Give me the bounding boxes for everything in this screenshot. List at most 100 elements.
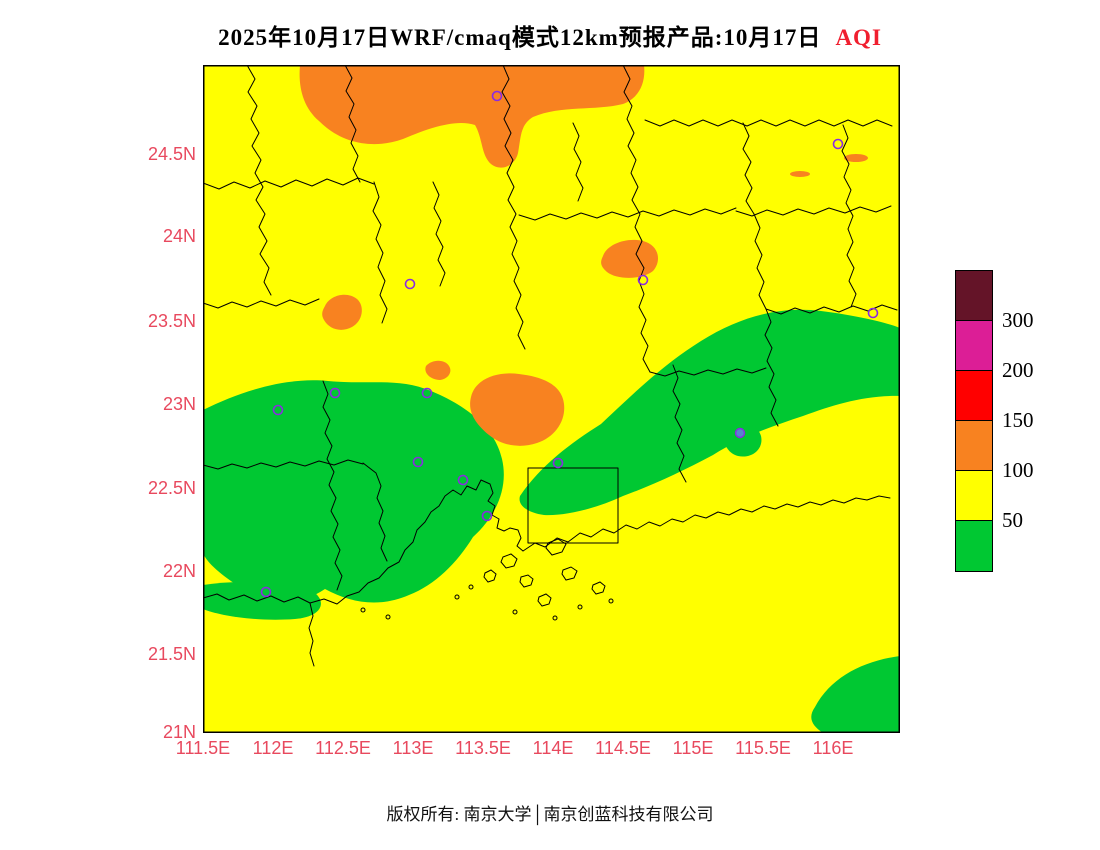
boundary-line: [501, 64, 526, 350]
boundary-line: [372, 181, 388, 324]
islet: [385, 614, 391, 620]
y-tick-label: 24.5N: [147, 144, 196, 164]
islet: [577, 604, 583, 610]
boundary-line: [622, 64, 645, 282]
y-tick-label: 23N: [162, 394, 196, 414]
orange-sliver-east-2: [790, 171, 810, 177]
orange-region-west-spot: [322, 294, 362, 330]
y-tick-label: 21.5N: [147, 644, 196, 664]
islet: [454, 594, 460, 600]
boundary-line: [672, 364, 687, 483]
map-canvas: [202, 64, 900, 733]
boundary-line: [638, 280, 651, 373]
boundary-line: [202, 298, 320, 309]
green-region-east-band: [519, 309, 900, 516]
station-markers: [260, 90, 879, 598]
aqi-orange-regions: [299, 65, 868, 446]
boundary-line: [742, 122, 755, 215]
page-title: 2025年10月17日WRF/cmaq模式12km预报产品:10月17日 AQI: [0, 18, 1100, 52]
boundary-line: [572, 122, 584, 202]
colorbar-segment-yellow: [956, 471, 992, 521]
green-region-small-patch: [723, 423, 762, 457]
boundary-line: [846, 228, 857, 308]
colorbar-label: 150: [1002, 408, 1034, 432]
island: [500, 553, 518, 569]
boundary-line: [644, 119, 893, 127]
sea-boundary-line: [308, 602, 315, 667]
aqi-map: [202, 64, 900, 733]
y-tick-label: 22N: [162, 561, 196, 581]
boundary-line: [432, 181, 446, 287]
orange-region-north: [299, 65, 645, 168]
x-tick-label: 112.5E: [315, 738, 371, 758]
coastline-east: [522, 495, 891, 552]
islet: [608, 598, 614, 604]
footer-copyright: 版权所有: 南京大学│南京创蓝科技有限公司: [386, 805, 714, 824]
admin-boundaries: [202, 64, 898, 667]
islet: [468, 584, 474, 590]
station-marker: [404, 278, 416, 290]
colorbar-segment-maroon: [956, 271, 992, 321]
boundary-line: [246, 64, 272, 296]
boundary-line: [362, 462, 388, 562]
boundary-line: [841, 124, 854, 230]
y-tick-label: 21N: [162, 722, 196, 742]
island: [591, 581, 606, 595]
x-tick-label: 115.5E: [735, 738, 791, 758]
boundary-line: [202, 177, 375, 190]
station-marker: [481, 510, 493, 522]
station-marker: [491, 90, 503, 102]
boundary-line: [649, 367, 767, 377]
station-marker: [734, 427, 746, 439]
green-region-southwest: [203, 380, 504, 603]
x-tick-label: 114.5E: [595, 738, 651, 758]
orange-region-tiny-spot: [425, 360, 451, 380]
boundary-line: [344, 64, 361, 183]
aqi-green-regions: [203, 309, 900, 733]
boundary-line: [202, 459, 364, 470]
station-marker: [329, 387, 341, 399]
colorbar-label: 300: [1002, 308, 1034, 332]
green-region-west-strip: [203, 581, 321, 620]
green-region-southeast-corner: [811, 656, 900, 733]
station-marker: [867, 307, 879, 319]
station-marker: [637, 274, 649, 286]
delta-highlight-box: [527, 467, 619, 544]
station-marker: [832, 138, 844, 150]
station-marker: [272, 404, 284, 416]
coastline-west: [202, 479, 524, 605]
title-text: 2025年10月17日WRF/cmaq模式12km预报产品:10月17日: [218, 25, 822, 50]
boundary-line: [764, 308, 779, 427]
islet: [512, 609, 518, 615]
x-tick-label: 113E: [392, 738, 434, 758]
station-marker: [457, 474, 469, 486]
island: [537, 593, 552, 607]
boundary-line: [322, 380, 343, 591]
colorbar-segment-magenta: [956, 321, 992, 371]
island: [545, 538, 567, 556]
map-frame: [203, 65, 900, 733]
boundary-line: [765, 304, 898, 315]
colorbar-label: 50: [1002, 508, 1023, 532]
island: [561, 566, 578, 581]
y-tick-label: 23.5N: [147, 311, 196, 331]
x-tick-label: 115E: [672, 738, 714, 758]
orange-sliver-east-1: [844, 154, 868, 162]
islet: [360, 607, 366, 613]
island: [483, 569, 497, 583]
colorbar-label: 200: [1002, 358, 1034, 382]
y-tick-label: 22.5N: [147, 478, 196, 498]
station-marker: [421, 387, 433, 399]
island: [519, 574, 534, 588]
islet: [552, 615, 558, 621]
colorbar-segment-red: [956, 371, 992, 421]
x-tick-label: 113.5E: [455, 738, 511, 758]
colorbar-segment-green: [956, 521, 992, 571]
colorbar: [955, 270, 993, 572]
title-variable-label: AQI: [835, 25, 882, 50]
x-tick-label: 111.5E: [175, 738, 231, 758]
x-tick-label: 112E: [252, 738, 294, 758]
colorbar-label: 100: [1002, 458, 1034, 482]
station-marker: [260, 586, 272, 598]
